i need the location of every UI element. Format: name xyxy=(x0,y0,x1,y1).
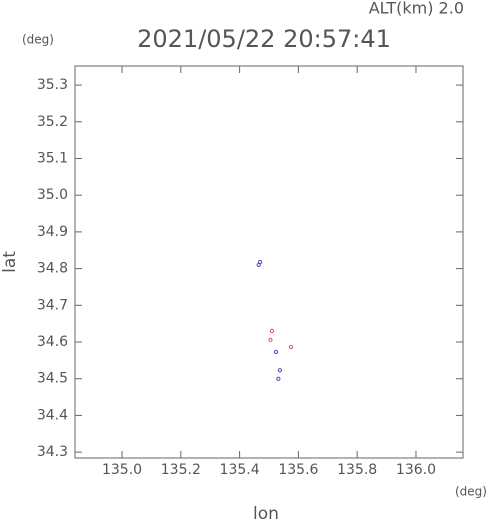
x-tick-label: 135.6 xyxy=(278,462,318,478)
y-tick-label: 34.6 xyxy=(37,334,68,350)
x-tick-label: 136.0 xyxy=(396,462,436,478)
y-tick-label: 34.8 xyxy=(37,261,68,277)
y-tick-label: 35.3 xyxy=(37,77,68,93)
chart-title: 2021/05/22 20:57:41 xyxy=(137,25,391,53)
point xyxy=(269,328,275,334)
point xyxy=(268,337,273,342)
point xyxy=(276,376,281,381)
x-tick-label: 135.2 xyxy=(161,462,201,478)
y-tick-label: 35.1 xyxy=(37,150,68,166)
point xyxy=(288,345,294,350)
plot-frame xyxy=(74,65,464,459)
x-tick-label: 135.4 xyxy=(220,462,260,478)
y-tick-label: 34.7 xyxy=(37,297,68,313)
x-tick-label: 135.0 xyxy=(102,462,142,478)
point xyxy=(256,262,261,268)
chart-subtitle: ALT(km) 2.0 xyxy=(369,0,464,18)
y-tick-label: 34.4 xyxy=(37,407,68,423)
x-tick-label: 135.8 xyxy=(337,462,377,478)
point xyxy=(273,349,279,355)
y-tick-label: 35.2 xyxy=(37,114,68,130)
y-tick-label: 34.9 xyxy=(37,224,68,240)
x-axis-label: lon xyxy=(253,504,279,521)
y-tick-label: 34.3 xyxy=(37,444,68,460)
point xyxy=(277,368,282,373)
y-unit: (deg) xyxy=(22,33,54,47)
y-tick-label: 34.5 xyxy=(37,371,68,387)
y-tick-label: 35.0 xyxy=(37,187,68,203)
y-axis-label: lat xyxy=(0,251,20,273)
x-unit: (deg) xyxy=(455,485,487,499)
